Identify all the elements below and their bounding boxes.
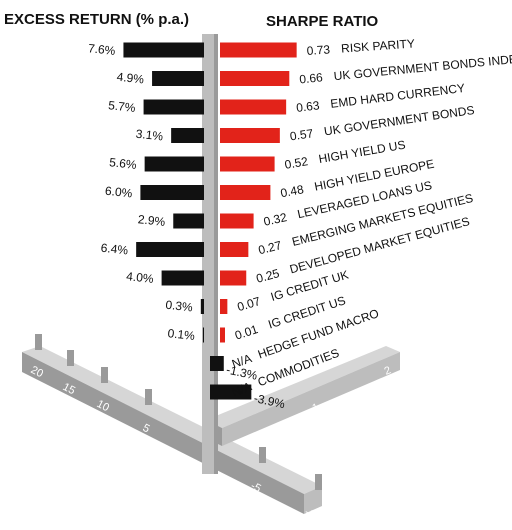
- excess-return-value: 2.9%: [137, 212, 166, 229]
- excess-return-value: 3.1%: [135, 127, 164, 144]
- right-board-side: [222, 352, 400, 446]
- bar-excess-return: [152, 71, 204, 86]
- bar-sharpe-ratio: [220, 99, 287, 115]
- axis-tick-label: 20: [29, 364, 45, 380]
- axis-tick-label: 5: [141, 422, 152, 435]
- chart-bars: [123, 42, 297, 400]
- sharpe-value: 0.32: [262, 210, 288, 229]
- bar-sharpe-ratio: [220, 242, 249, 257]
- bar-excess-return: [140, 185, 204, 200]
- sharpe-value: 0.73: [306, 42, 331, 58]
- sharpe-value: 0.57: [289, 126, 314, 143]
- category-label: HIGH YIELD US: [318, 138, 407, 166]
- bar-excess-return: [173, 213, 204, 229]
- excess-return-value: 7.6%: [87, 41, 116, 58]
- base-post: [35, 334, 42, 350]
- base-board-front: [22, 352, 304, 514]
- bar-sharpe-ratio: [220, 71, 290, 86]
- category-label: RISK PARITY: [341, 36, 416, 55]
- axis-tick-label: 10: [95, 398, 111, 414]
- axis-tick-label: 2: [383, 364, 393, 377]
- sharpe-value: 0.27: [257, 238, 283, 257]
- excess-return-value: 0.3%: [165, 298, 194, 315]
- right-board-top: [206, 346, 400, 428]
- base-board-end: [304, 486, 322, 514]
- bar-sharpe-ratio: [220, 270, 247, 286]
- excess-return-value: 0.1%: [167, 326, 196, 343]
- bar-excess-return: [161, 270, 204, 286]
- sharpe-value: 0.01: [233, 322, 260, 343]
- excess-return-value: -1.3%: [225, 363, 259, 383]
- right-axis-title: SHARPE RATIO: [266, 13, 379, 30]
- sharpe-value: N/A: [230, 351, 254, 371]
- bar-sharpe-ratio: [220, 213, 254, 229]
- sharpe-value: 0.07: [236, 294, 263, 314]
- base-post: [259, 447, 266, 463]
- excess-return-value: 6.4%: [100, 241, 129, 258]
- base-post: [145, 389, 152, 405]
- sharpe-value: 0.66: [299, 70, 324, 86]
- excess-return-value: 5.7%: [108, 98, 137, 115]
- bar-excess-return: [210, 384, 252, 400]
- bar-excess-return: [136, 242, 204, 257]
- axis-tick-label: 15: [61, 381, 77, 397]
- excess-return-value: 4.0%: [126, 269, 155, 286]
- bar-sharpe-ratio: [220, 185, 271, 200]
- bar-excess-return: [202, 327, 204, 343]
- bar-sharpe-ratio: [220, 327, 225, 343]
- sharpe-value: N/A: [230, 379, 254, 399]
- chart-baseboard: [22, 34, 400, 514]
- bar-excess-return: [143, 99, 204, 115]
- bar-excess-return: [200, 299, 204, 314]
- center-spine-shade: [214, 34, 218, 474]
- base-post: [315, 474, 322, 490]
- base-post: [67, 350, 74, 366]
- bar-excess-return: [171, 128, 204, 143]
- excess-return-value: -3.9%: [253, 391, 287, 411]
- sharpe-value: 0.63: [295, 98, 320, 115]
- bar-sharpe-ratio: [220, 299, 228, 314]
- bar-excess-return: [144, 156, 204, 172]
- axis-tick-label: -5: [249, 480, 263, 495]
- bar-sharpe-ratio: [220, 156, 275, 172]
- excess-return-value: 4.9%: [116, 70, 145, 87]
- base-post: [101, 367, 108, 383]
- bar-excess-return: [123, 42, 204, 58]
- sharpe-value: 0.52: [284, 154, 310, 172]
- sharpe-value: 0.48: [279, 182, 305, 200]
- bar-excess-return: [210, 356, 224, 371]
- excess-return-value: 6.0%: [104, 184, 133, 201]
- bar-sharpe-ratio: [220, 42, 297, 58]
- sharpe-value: 0.25: [255, 266, 282, 286]
- excess-return-value: 5.6%: [109, 155, 138, 172]
- base-board-top: [22, 346, 322, 494]
- bar-sharpe-ratio: [220, 128, 280, 143]
- axis-tick-label: 1: [311, 401, 321, 414]
- left-axis-title: EXCESS RETURN (% p.a.): [4, 11, 189, 28]
